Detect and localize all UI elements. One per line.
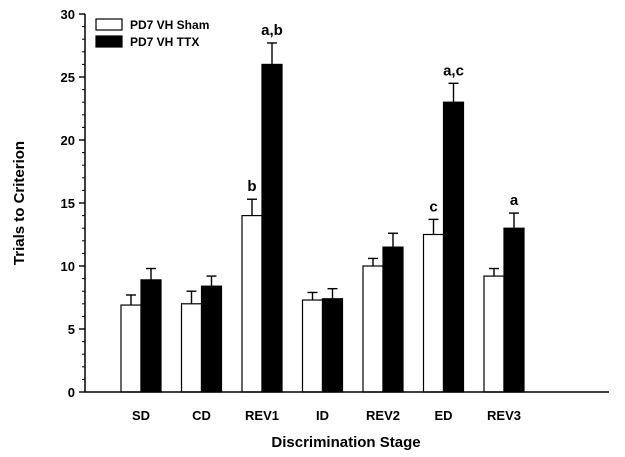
bar [483, 275, 505, 393]
y-axis-title: Trials to Criterion [11, 141, 28, 265]
y-tick-label: 15 [61, 196, 75, 211]
bar [120, 304, 142, 393]
y-tick-label: 25 [61, 70, 75, 85]
x-tick-label: ID [316, 408, 329, 423]
bar [261, 63, 283, 393]
plot-area: b a,b c a,c a [120, 22, 525, 393]
y-tick-label: 5 [68, 322, 75, 337]
significance-label: a [510, 192, 519, 209]
y-tick-label: 0 [68, 385, 75, 400]
significance-label: c [429, 198, 437, 215]
significance-label: a,b [261, 22, 283, 39]
y-tick-label: 10 [61, 259, 75, 274]
x-tick-label: REV3 [487, 408, 521, 423]
x-axis-title: Discrimination Stage [271, 434, 420, 451]
legend-swatch [95, 35, 123, 48]
bar [180, 303, 203, 393]
x-tick-label: REV2 [366, 408, 400, 423]
y-tick-label: 30 [61, 7, 75, 22]
bar [362, 265, 384, 393]
legend: PD7 VH Sham PD7 VH TTX [95, 18, 209, 49]
y-tick-label: 20 [61, 133, 75, 148]
significance-label: b [247, 178, 256, 195]
bar [382, 246, 404, 393]
x-tick-label: ED [434, 408, 452, 423]
bar [200, 285, 223, 393]
bar [422, 233, 445, 393]
bar [241, 215, 263, 393]
bar [140, 279, 162, 393]
legend-label: PD7 VH Sham [130, 18, 209, 32]
significance-label: a,c [443, 62, 464, 79]
bar [301, 299, 324, 393]
bar [321, 298, 344, 393]
legend-label: PD7 VH TTX [130, 35, 199, 49]
x-tick-label: REV1 [245, 408, 279, 423]
legend-swatch [95, 18, 123, 31]
bar [503, 227, 525, 393]
x-tick-label: CD [192, 408, 211, 423]
bar [442, 101, 465, 393]
axes: SD CD REV1 ID REV2 ED REV3 0 5 10 15 20 25 30 [61, 7, 609, 423]
x-tick-label: SD [132, 408, 150, 423]
